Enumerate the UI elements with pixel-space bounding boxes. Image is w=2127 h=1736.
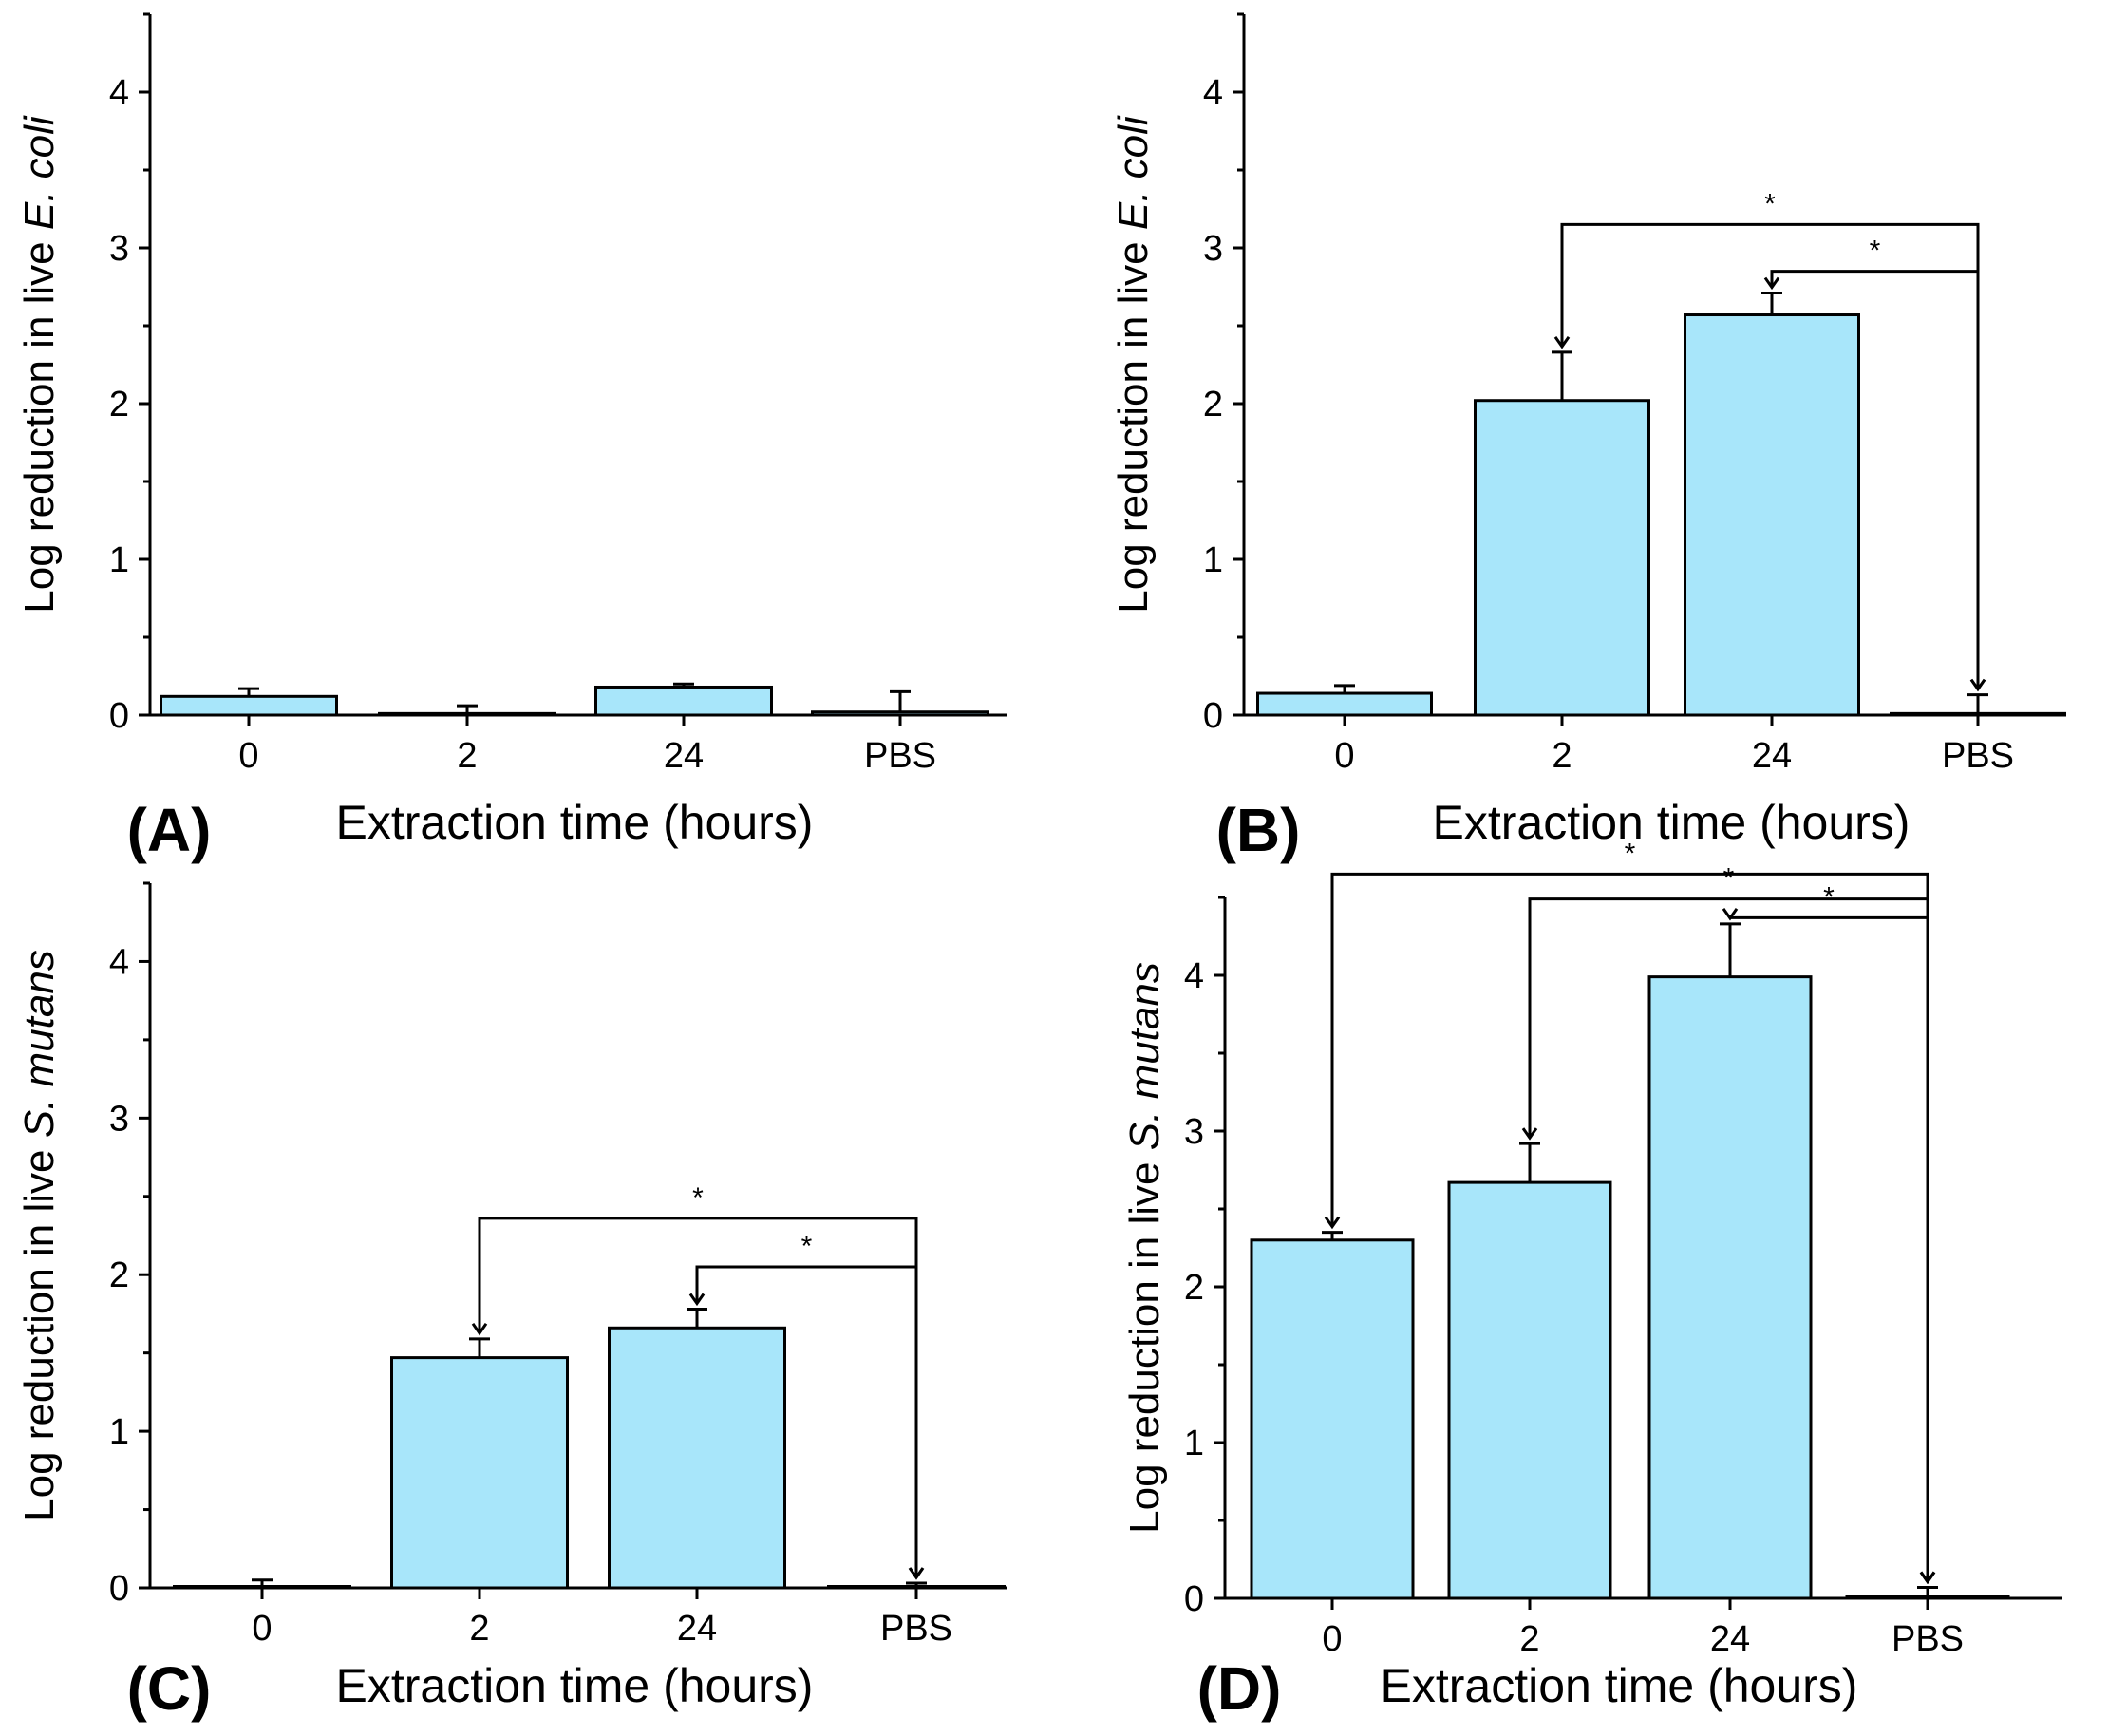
y-axis-title: Log reduction in live E. coli bbox=[16, 115, 63, 613]
bar-0 bbox=[160, 694, 338, 717]
x-tick-label: 0 bbox=[238, 736, 258, 776]
x-tick-label: 2 bbox=[469, 1609, 489, 1649]
y-tick-label: 0 bbox=[1203, 696, 1223, 736]
y-tick-label: 4 bbox=[1203, 73, 1223, 113]
x-tick-label: PBS bbox=[1942, 736, 2014, 776]
y-tick-label: 3 bbox=[1184, 1112, 1204, 1152]
y-axis-title-species: S. mutans bbox=[16, 950, 63, 1138]
y-axis-title-prefix: Log reduction in live bbox=[16, 1138, 63, 1521]
x-tick-label: 24 bbox=[1710, 1619, 1750, 1659]
y-axis-title: Log reduction in live S. mutans bbox=[1121, 962, 1168, 1534]
significance-bracket bbox=[1770, 270, 1980, 689]
bar-24 bbox=[594, 685, 773, 717]
bar-24 bbox=[1684, 313, 1860, 717]
significance-bracket bbox=[1330, 872, 1929, 1582]
y-tick-label: 2 bbox=[109, 385, 129, 425]
y-axis-title-prefix: Log reduction in live bbox=[16, 230, 63, 613]
significance-star: * bbox=[692, 1182, 704, 1214]
significance-arrow bbox=[1919, 1571, 1936, 1585]
significance-star: * bbox=[1823, 881, 1835, 913]
panel-label: (B) bbox=[1216, 796, 1301, 864]
significance-arrow bbox=[1969, 678, 1986, 692]
x-tick-label: 24 bbox=[677, 1609, 717, 1649]
x-tick-label: 24 bbox=[1752, 736, 1792, 776]
y-tick-label: 1 bbox=[109, 540, 129, 580]
y-tick-label: 0 bbox=[109, 696, 129, 736]
significance-star: * bbox=[1870, 236, 1881, 267]
x-tick-label: 2 bbox=[1552, 736, 1572, 776]
significance-arrow bbox=[688, 1293, 706, 1307]
significance-bracket bbox=[695, 1265, 918, 1578]
y-tick-label: 4 bbox=[109, 942, 129, 982]
chart-panel-b: 0 1 2 3 4 0 2 24 PBS Extraction time (hours) Log r… bbox=[1110, 12, 2066, 864]
x-axis-title: Extraction time (hours) bbox=[1433, 796, 1911, 849]
y-tick-label: 1 bbox=[1184, 1424, 1204, 1463]
y-axis-title-species: E. coli bbox=[16, 115, 63, 230]
x-tick-label: 0 bbox=[1322, 1619, 1342, 1659]
significance-arrow bbox=[1722, 908, 1739, 921]
y-axis-title-species: S. mutans bbox=[1121, 962, 1168, 1150]
y-tick-label: 0 bbox=[109, 1569, 129, 1609]
y-tick-label: 3 bbox=[1203, 229, 1223, 269]
chart-panel-a: 0 1 2 3 4 0 2 24 PBS Extraction time (hours) Log r… bbox=[16, 12, 1007, 864]
panel-label: (D) bbox=[1197, 1654, 1282, 1723]
y-tick-label: 3 bbox=[109, 229, 129, 269]
significance-arrow bbox=[908, 1567, 925, 1580]
x-tick-label: PBS bbox=[1892, 1619, 1964, 1659]
x-tick-label: 24 bbox=[664, 736, 704, 776]
y-tick-label: 2 bbox=[109, 1255, 129, 1295]
x-tick-label: 0 bbox=[1334, 736, 1354, 776]
chart-panel-c: 0 1 2 3 4 0 2 24 PBS Extraction time (hours) Log r… bbox=[16, 881, 1007, 1723]
significance-arrow bbox=[1324, 1216, 1341, 1230]
y-axis-title-species: E. coli bbox=[1110, 115, 1157, 230]
significance-arrow bbox=[1553, 336, 1571, 349]
y-axis-title-prefix: Log reduction in live bbox=[1110, 230, 1157, 613]
y-tick-label: 0 bbox=[1184, 1579, 1204, 1619]
bar-24 bbox=[1647, 975, 1813, 1600]
x-axis-title: Extraction time (hours) bbox=[336, 796, 814, 849]
y-tick-label: 1 bbox=[1203, 540, 1223, 580]
bar-0 bbox=[1256, 691, 1433, 717]
significance-star: * bbox=[1723, 863, 1735, 895]
significance-star: * bbox=[1764, 188, 1776, 219]
significance-star: * bbox=[801, 1231, 813, 1262]
x-tick-label: 2 bbox=[1519, 1619, 1539, 1659]
bar-2 bbox=[1474, 399, 1650, 717]
significance-star: * bbox=[1625, 838, 1636, 869]
bar-2 bbox=[1447, 1180, 1612, 1600]
bar-24 bbox=[608, 1326, 786, 1590]
x-tick-label: PBS bbox=[864, 736, 936, 776]
panel-label: (C) bbox=[127, 1654, 212, 1723]
y-tick-label: 1 bbox=[109, 1412, 129, 1452]
y-tick-label: 3 bbox=[109, 1099, 129, 1139]
bar-0 bbox=[1250, 1238, 1415, 1600]
bar-2 bbox=[390, 1356, 569, 1590]
significance-arrow bbox=[471, 1322, 488, 1336]
x-tick-label: PBS bbox=[880, 1609, 952, 1649]
x-axis-title: Extraction time (hours) bbox=[336, 1659, 814, 1712]
y-tick-label: 4 bbox=[109, 73, 129, 113]
chart-panel-d: 0 1 2 3 4 0 2 24 PBS Extraction time (hours) Log r… bbox=[1121, 838, 2062, 1723]
y-axis-title-prefix: Log reduction in live bbox=[1121, 1150, 1168, 1534]
panel-label: (A) bbox=[127, 796, 212, 864]
y-axis-title: Log reduction in live S. mutans bbox=[16, 950, 63, 1521]
y-tick-label: 2 bbox=[1203, 385, 1223, 425]
y-axis-title: Log reduction in live E. coli bbox=[1110, 115, 1157, 613]
x-tick-label: 0 bbox=[252, 1609, 272, 1649]
significance-arrow bbox=[1763, 276, 1780, 291]
x-tick-label: 2 bbox=[457, 736, 477, 776]
x-axis-title: Extraction time (hours) bbox=[1381, 1659, 1858, 1712]
y-tick-label: 4 bbox=[1184, 956, 1204, 996]
y-tick-label: 2 bbox=[1184, 1268, 1204, 1308]
significance-arrow bbox=[1521, 1127, 1538, 1141]
